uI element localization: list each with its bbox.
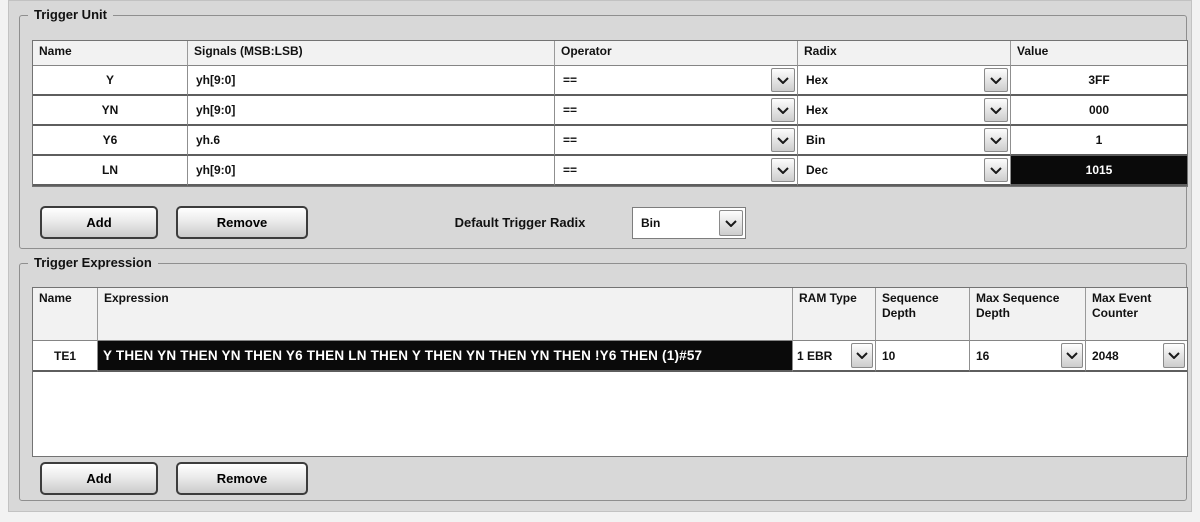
- add-trigger-expression-button[interactable]: Add: [40, 462, 158, 495]
- radix-value: Hex: [806, 103, 829, 117]
- column-header-operator: Operator: [555, 41, 798, 66]
- operator-value: ==: [563, 133, 578, 147]
- trigger-expression-empty-area[interactable]: [33, 372, 1187, 456]
- trigger-expression-header-row: Name Expression RAM Type Sequence Depth …: [33, 288, 1187, 341]
- value-cell[interactable]: 1: [1011, 126, 1187, 156]
- trigger-unit-title: Trigger Unit: [28, 7, 113, 22]
- sequence-depth-cell[interactable]: 10: [876, 341, 970, 372]
- trigger-expression-table: Name Expression RAM Type Sequence Depth …: [32, 287, 1188, 457]
- name-cell[interactable]: YN: [33, 96, 188, 126]
- chevron-down-icon[interactable]: [984, 68, 1008, 92]
- trigger-expression-title: Trigger Expression: [28, 255, 158, 270]
- chevron-down-icon[interactable]: [1163, 343, 1185, 368]
- max-event-counter-dropdown[interactable]: 2048: [1086, 341, 1187, 372]
- trigger-expression-group: Trigger Expression Name Expression RAM T…: [19, 255, 1188, 501]
- column-header-sequence-depth: Sequence Depth: [876, 288, 970, 341]
- radix-value: Hex: [806, 73, 829, 87]
- chevron-down-icon[interactable]: [984, 158, 1008, 182]
- name-cell[interactable]: LN: [33, 156, 188, 186]
- table-row: YN yh[9:0] == Hex 000: [33, 96, 1187, 126]
- chevron-down-icon[interactable]: [1061, 343, 1083, 368]
- name-cell[interactable]: Y6: [33, 126, 188, 156]
- chevron-down-icon[interactable]: [771, 68, 795, 92]
- name-cell[interactable]: Y: [33, 66, 188, 96]
- radix-dropdown[interactable]: Bin: [798, 126, 1011, 156]
- chevron-down-icon[interactable]: [851, 343, 873, 368]
- signals-cell[interactable]: yh[9:0]: [188, 96, 555, 126]
- column-header-radix: Radix: [798, 41, 1011, 66]
- table-row: Y yh[9:0] == Hex 3FF: [33, 66, 1187, 96]
- chevron-down-icon[interactable]: [771, 98, 795, 122]
- column-header-max-event-counter: Max Event Counter: [1086, 288, 1187, 341]
- chevron-down-icon[interactable]: [984, 128, 1008, 152]
- operator-value: ==: [563, 73, 578, 87]
- value-cell-selected[interactable]: 1015: [1011, 156, 1187, 186]
- name-cell[interactable]: TE1: [33, 341, 98, 372]
- column-header-max-sequence-depth: Max Sequence Depth: [970, 288, 1086, 341]
- column-header-ram-type: RAM Type: [793, 288, 876, 341]
- operator-dropdown[interactable]: ==: [555, 96, 798, 126]
- remove-trigger-unit-button[interactable]: Remove: [176, 206, 308, 239]
- remove-trigger-expression-button[interactable]: Remove: [176, 462, 308, 495]
- table-row: Y6 yh.6 == Bin 1: [33, 126, 1187, 156]
- ram-type-value: 1 EBR: [797, 348, 833, 363]
- operator-value: ==: [563, 163, 578, 177]
- column-header-expression: Expression: [98, 288, 793, 341]
- column-header-name: Name: [33, 41, 188, 66]
- operator-dropdown[interactable]: ==: [555, 66, 798, 96]
- value-cell[interactable]: 000: [1011, 96, 1187, 126]
- default-trigger-radix-label: Default Trigger Radix: [454, 215, 586, 230]
- radix-dropdown[interactable]: Hex: [798, 96, 1011, 126]
- radix-value: Bin: [806, 133, 826, 147]
- signals-cell[interactable]: yh.6: [188, 126, 555, 156]
- value-cell[interactable]: 3FF: [1011, 66, 1187, 96]
- trigger-unit-table: Name Signals (MSB:LSB) Operator Radix Va…: [32, 40, 1188, 187]
- add-trigger-unit-button[interactable]: Add: [40, 206, 158, 239]
- ram-type-dropdown[interactable]: 1 EBR: [793, 341, 876, 372]
- expression-cell-selected[interactable]: Y THEN YN THEN YN THEN Y6 THEN LN THEN Y…: [98, 341, 793, 372]
- column-header-name: Name: [33, 288, 98, 341]
- chevron-down-icon[interactable]: [719, 210, 743, 236]
- signals-cell[interactable]: yh[9:0]: [188, 156, 555, 186]
- table-row: TE1 Y THEN YN THEN YN THEN Y6 THEN LN TH…: [33, 341, 1187, 372]
- chevron-down-icon[interactable]: [771, 158, 795, 182]
- radix-dropdown[interactable]: Dec: [798, 156, 1011, 186]
- trigger-unit-group: Trigger Unit Name Signals (MSB:LSB) Oper…: [19, 7, 1188, 249]
- operator-value: ==: [563, 103, 578, 117]
- signals-cell[interactable]: yh[9:0]: [188, 66, 555, 96]
- dialog-panel: Trigger Unit Name Signals (MSB:LSB) Oper…: [8, 0, 1192, 512]
- radix-dropdown[interactable]: Hex: [798, 66, 1011, 96]
- chevron-down-icon[interactable]: [984, 98, 1008, 122]
- operator-dropdown[interactable]: ==: [555, 156, 798, 186]
- table-row: LN yh[9:0] == Dec 1015: [33, 156, 1187, 186]
- max-sequence-depth-value: 16: [976, 348, 990, 363]
- operator-dropdown[interactable]: ==: [555, 126, 798, 156]
- default-trigger-radix-value: Bin: [641, 216, 661, 230]
- max-sequence-depth-dropdown[interactable]: 16: [970, 341, 1086, 372]
- column-header-signals: Signals (MSB:LSB): [188, 41, 555, 66]
- chevron-down-icon[interactable]: [771, 128, 795, 152]
- default-trigger-radix-select[interactable]: Bin: [632, 207, 746, 239]
- max-event-counter-value: 2048: [1092, 348, 1119, 363]
- trigger-unit-header-row: Name Signals (MSB:LSB) Operator Radix Va…: [33, 41, 1187, 66]
- column-header-value: Value: [1011, 41, 1187, 66]
- radix-value: Dec: [806, 163, 829, 177]
